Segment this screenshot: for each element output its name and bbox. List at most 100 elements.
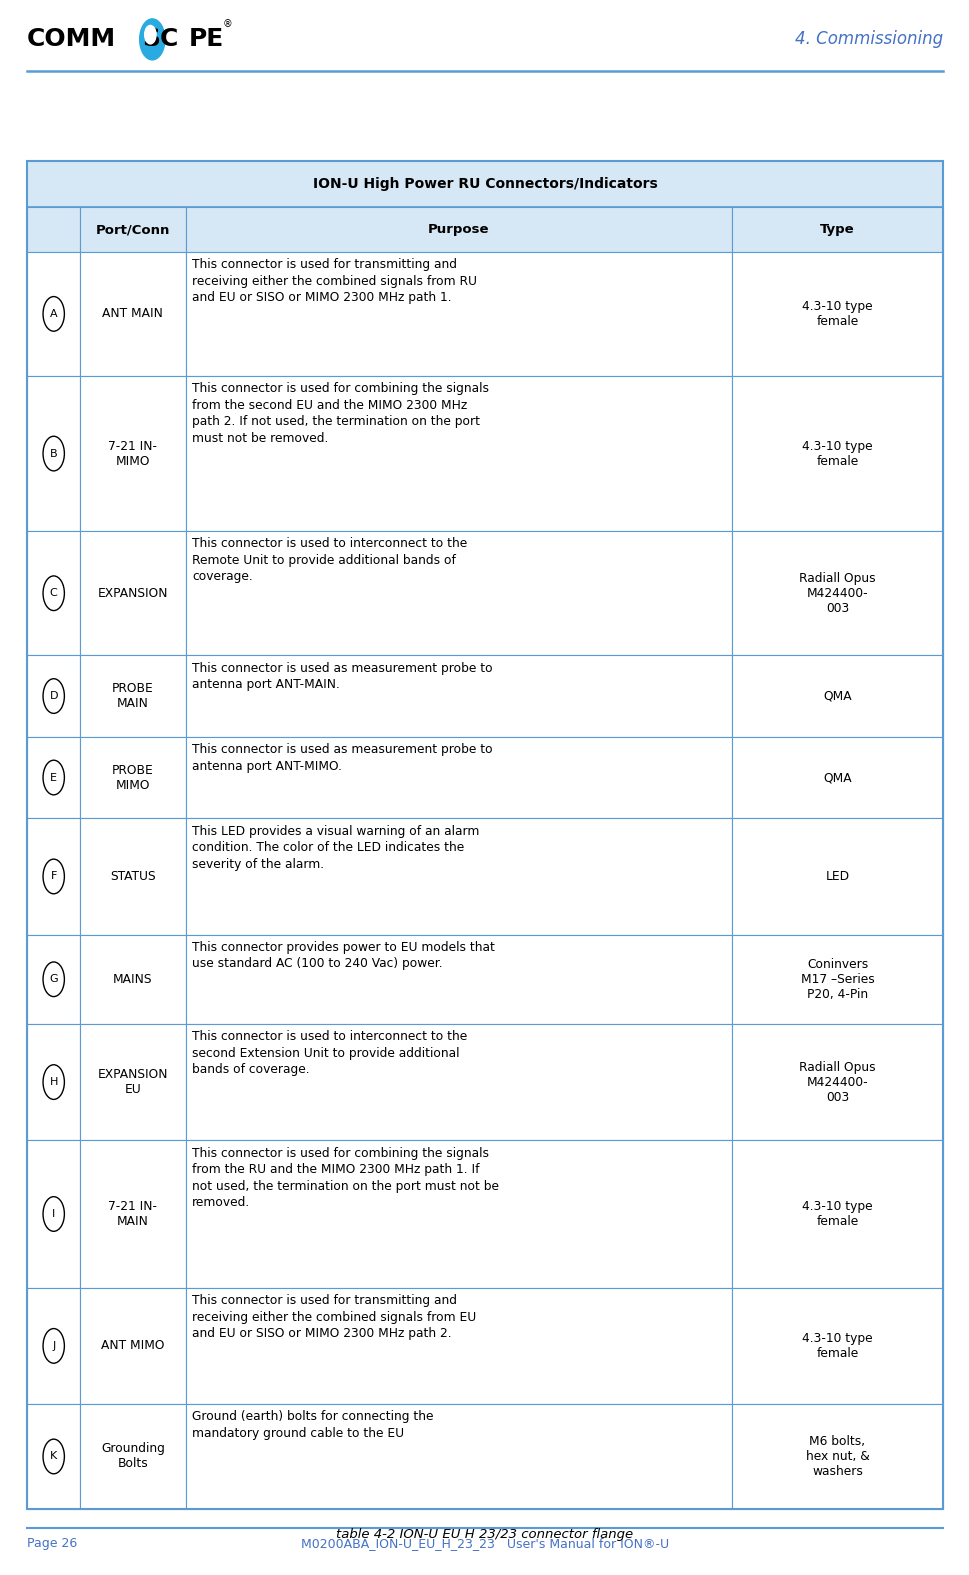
Bar — [80, 1403, 185, 1509]
Bar — [27, 531, 80, 655]
Text: Type: Type — [820, 224, 854, 236]
Bar — [732, 819, 942, 934]
Bar — [732, 252, 942, 376]
Text: Radiall Opus
M424400-
003: Radiall Opus M424400- 003 — [798, 1060, 875, 1104]
Text: SC: SC — [142, 27, 178, 52]
Text: D: D — [49, 691, 58, 701]
Bar — [732, 531, 942, 655]
Text: B: B — [49, 449, 57, 458]
Text: MAINS: MAINS — [113, 973, 152, 986]
Text: Radiall Opus
M424400-
003: Radiall Opus M424400- 003 — [798, 572, 875, 614]
Bar — [27, 252, 80, 376]
Circle shape — [144, 25, 156, 44]
Bar — [27, 1403, 80, 1509]
Text: K: K — [50, 1452, 57, 1462]
Text: STATUS: STATUS — [110, 869, 156, 884]
Text: H: H — [49, 1077, 58, 1087]
Bar — [80, 655, 185, 737]
Bar — [185, 655, 732, 737]
Bar — [27, 1288, 80, 1403]
Bar — [732, 737, 942, 819]
Text: This connector is used as measurement probe to
antenna port ANT-MIMO.: This connector is used as measurement pr… — [192, 743, 492, 773]
Text: C: C — [49, 587, 57, 598]
Bar — [27, 819, 80, 934]
Bar — [80, 531, 185, 655]
Bar — [732, 1024, 942, 1140]
Text: Purpose: Purpose — [427, 224, 489, 236]
Text: ION-U High Power RU Connectors/Indicators: ION-U High Power RU Connectors/Indicator… — [312, 176, 657, 191]
Text: 4.3-10 type
female: 4.3-10 type female — [801, 439, 872, 468]
Text: This connector is used to interconnect to the
Remote Unit to provide additional : This connector is used to interconnect t… — [192, 537, 467, 583]
Bar — [185, 1403, 732, 1509]
Bar — [80, 208, 185, 252]
Text: Grounding
Bolts: Grounding Bolts — [101, 1443, 165, 1471]
Bar — [27, 934, 80, 1024]
Text: This LED provides a visual warning of an alarm
condition. The color of the LED i: This LED provides a visual warning of an… — [192, 825, 480, 871]
Bar — [732, 1403, 942, 1509]
Text: This connector provides power to EU models that
use standard AC (100 to 240 Vac): This connector provides power to EU mode… — [192, 940, 495, 970]
Bar — [185, 934, 732, 1024]
Bar — [185, 1288, 732, 1403]
Text: ANT MIMO: ANT MIMO — [101, 1339, 165, 1353]
Text: table 4-2 ION-U EU H 23/23 connector flange: table 4-2 ION-U EU H 23/23 connector fla… — [336, 1528, 633, 1540]
Text: This connector is used for transmitting and
receiving either the combined signal: This connector is used for transmitting … — [192, 1295, 476, 1340]
Text: 4. Commissioning: 4. Commissioning — [794, 30, 942, 49]
Text: This connector is used for combining the signals
from the second EU and the MIMO: This connector is used for combining the… — [192, 383, 488, 444]
Text: Coninvers
M17 –Series
P20, 4-Pin: Coninvers M17 –Series P20, 4-Pin — [799, 958, 873, 1000]
Bar — [27, 1024, 80, 1140]
Bar — [27, 737, 80, 819]
Text: PE: PE — [189, 27, 224, 52]
Text: Port/Conn: Port/Conn — [96, 224, 170, 236]
Text: 7-21 IN-
MAIN: 7-21 IN- MAIN — [109, 1200, 157, 1229]
Text: This connector is used to interconnect to the
second Extension Unit to provide a: This connector is used to interconnect t… — [192, 1030, 467, 1076]
Text: 4.3-10 type
female: 4.3-10 type female — [801, 1332, 872, 1359]
Bar — [80, 737, 185, 819]
Text: This connector is used for transmitting and
receiving either the combined signal: This connector is used for transmitting … — [192, 258, 477, 304]
Bar — [185, 531, 732, 655]
Bar — [80, 1024, 185, 1140]
Bar — [27, 655, 80, 737]
Text: Page 26: Page 26 — [27, 1537, 78, 1550]
Text: ANT MAIN: ANT MAIN — [103, 307, 163, 320]
Bar — [185, 1024, 732, 1140]
Bar — [80, 1140, 185, 1288]
Bar — [185, 737, 732, 819]
Text: E: E — [50, 772, 57, 783]
Bar — [80, 934, 185, 1024]
Text: LED: LED — [825, 869, 849, 884]
Text: QMA: QMA — [823, 690, 851, 702]
Text: This connector is used for combining the signals
from the RU and the MIMO 2300 M: This connector is used for combining the… — [192, 1147, 499, 1210]
Bar — [732, 376, 942, 531]
Bar — [80, 376, 185, 531]
Bar — [27, 1140, 80, 1288]
Circle shape — [140, 19, 165, 60]
Bar — [80, 252, 185, 376]
Bar — [732, 1288, 942, 1403]
Text: 4.3-10 type
female: 4.3-10 type female — [801, 299, 872, 328]
Text: F: F — [50, 871, 57, 882]
Bar — [185, 1140, 732, 1288]
Text: EXPANSION
EU: EXPANSION EU — [98, 1068, 168, 1096]
Text: PROBE
MIMO: PROBE MIMO — [112, 764, 154, 792]
Text: QMA: QMA — [823, 772, 851, 784]
Bar — [80, 1288, 185, 1403]
Bar — [27, 208, 80, 252]
Bar — [185, 252, 732, 376]
Text: Ground (earth) bolts for connecting the
mandatory ground cable to the EU: Ground (earth) bolts for connecting the … — [192, 1410, 433, 1440]
Bar — [732, 1140, 942, 1288]
Bar — [732, 655, 942, 737]
Bar — [27, 161, 942, 208]
Text: ®: ® — [223, 19, 233, 28]
Text: I: I — [52, 1210, 55, 1219]
Bar — [27, 161, 942, 1509]
Text: M6 bolts,
hex nut, &
washers: M6 bolts, hex nut, & washers — [805, 1435, 868, 1477]
Text: J: J — [52, 1340, 55, 1351]
Text: COMM: COMM — [27, 27, 116, 52]
Text: 4.3-10 type
female: 4.3-10 type female — [801, 1200, 872, 1229]
Text: 7-21 IN-
MIMO: 7-21 IN- MIMO — [109, 439, 157, 468]
Bar — [185, 376, 732, 531]
Text: G: G — [49, 975, 58, 984]
Bar — [732, 208, 942, 252]
Text: A: A — [49, 309, 57, 318]
Text: M0200ABA_ION-U_EU_H_23_23   User's Manual for ION®-U: M0200ABA_ION-U_EU_H_23_23 User's Manual … — [300, 1537, 669, 1550]
